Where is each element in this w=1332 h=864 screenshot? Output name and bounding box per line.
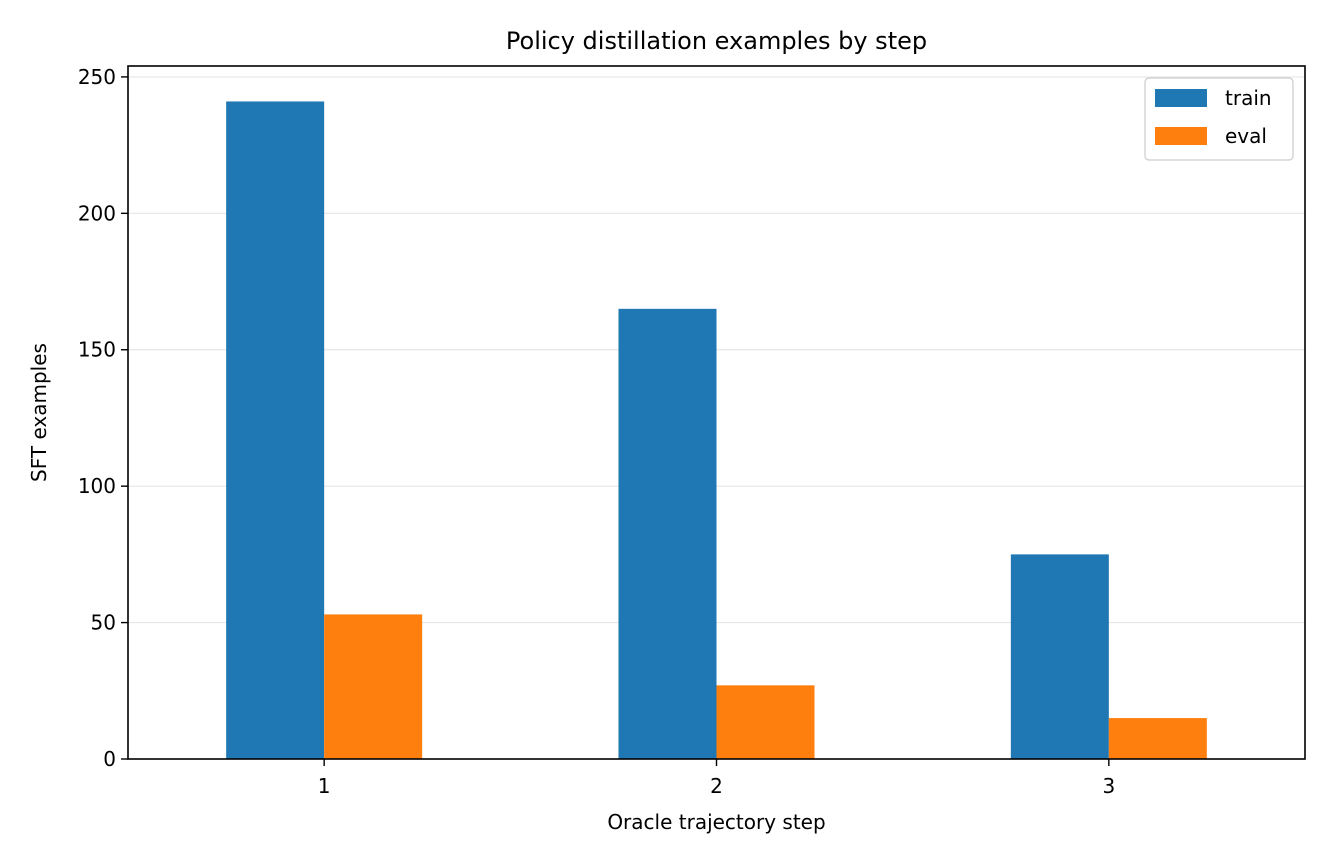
x-tick-label: 3 bbox=[1102, 774, 1115, 798]
legend-label-train: train bbox=[1225, 86, 1272, 110]
bar-eval-3 bbox=[1108, 718, 1207, 759]
y-axis-title: SFT examples bbox=[27, 343, 51, 482]
legend-label-eval: eval bbox=[1225, 124, 1267, 148]
y-tick-label: 0 bbox=[103, 747, 116, 771]
legend-swatch-train bbox=[1155, 89, 1207, 107]
x-tick-label: 1 bbox=[318, 774, 331, 798]
bar-eval-2 bbox=[716, 685, 815, 759]
y-tick-label: 150 bbox=[78, 338, 116, 362]
y-tick-label: 250 bbox=[78, 65, 116, 89]
x-axis-ticks: 1 2 3 bbox=[318, 759, 1115, 798]
bar-eval-1 bbox=[324, 614, 423, 759]
y-tick-label: 200 bbox=[78, 201, 116, 225]
chart-title: Policy distillation examples by step bbox=[506, 27, 927, 55]
bar-train-1 bbox=[226, 101, 325, 759]
x-axis-title: Oracle trajectory step bbox=[607, 810, 825, 834]
x-tick-label: 2 bbox=[710, 774, 723, 798]
legend: train eval bbox=[1144, 77, 1294, 161]
bars bbox=[226, 101, 1207, 759]
y-tick-label: 50 bbox=[91, 611, 116, 635]
y-axis-ticks: 0 50 100 150 200 250 bbox=[78, 65, 128, 771]
y-tick-label: 100 bbox=[78, 474, 116, 498]
legend-swatch-eval bbox=[1155, 127, 1207, 145]
bar-train-3 bbox=[1010, 554, 1109, 759]
bar-train-2 bbox=[618, 308, 717, 759]
